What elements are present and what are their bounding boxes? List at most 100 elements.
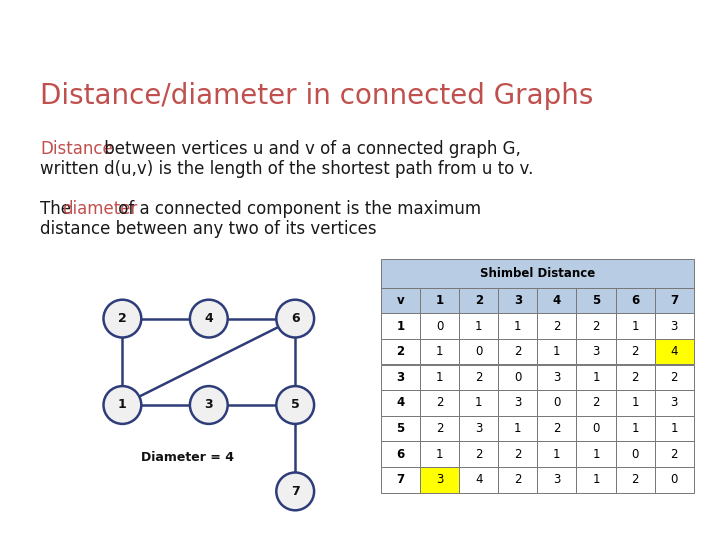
FancyBboxPatch shape xyxy=(537,390,577,416)
FancyBboxPatch shape xyxy=(459,313,498,339)
Text: 2: 2 xyxy=(593,396,600,409)
FancyBboxPatch shape xyxy=(654,339,693,364)
Text: 2: 2 xyxy=(593,320,600,333)
Text: 3: 3 xyxy=(397,371,405,384)
Text: 6: 6 xyxy=(291,312,300,325)
FancyBboxPatch shape xyxy=(498,442,537,467)
Text: 1: 1 xyxy=(593,371,600,384)
FancyBboxPatch shape xyxy=(381,339,420,364)
Text: 2: 2 xyxy=(670,371,678,384)
Text: 1: 1 xyxy=(475,320,482,333)
FancyBboxPatch shape xyxy=(498,339,537,364)
Text: 2: 2 xyxy=(631,371,639,384)
Text: 4: 4 xyxy=(670,345,678,358)
Circle shape xyxy=(190,386,228,424)
Text: 3: 3 xyxy=(593,345,600,358)
FancyBboxPatch shape xyxy=(381,259,693,287)
Text: 4: 4 xyxy=(475,474,482,487)
Text: 2: 2 xyxy=(631,474,639,487)
Text: 3: 3 xyxy=(514,396,521,409)
Text: 6: 6 xyxy=(397,448,405,461)
FancyBboxPatch shape xyxy=(537,416,577,442)
Text: 7: 7 xyxy=(670,294,678,307)
Text: 3: 3 xyxy=(553,371,561,384)
Text: 2: 2 xyxy=(514,448,521,461)
Text: 4: 4 xyxy=(204,312,213,325)
Text: Shimbel Distance: Shimbel Distance xyxy=(480,267,595,280)
Text: 2: 2 xyxy=(553,422,561,435)
FancyBboxPatch shape xyxy=(459,416,498,442)
FancyBboxPatch shape xyxy=(537,364,577,390)
FancyBboxPatch shape xyxy=(577,339,616,364)
Text: 2: 2 xyxy=(514,474,521,487)
FancyBboxPatch shape xyxy=(537,442,577,467)
Circle shape xyxy=(190,300,228,338)
Text: Distance/diameter in connected Graphs: Distance/diameter in connected Graphs xyxy=(40,82,593,110)
FancyBboxPatch shape xyxy=(616,364,654,390)
Text: 0: 0 xyxy=(593,422,600,435)
FancyBboxPatch shape xyxy=(381,313,420,339)
Text: 6: 6 xyxy=(631,294,639,307)
Text: Diameter = 4: Diameter = 4 xyxy=(140,451,234,464)
Text: 3: 3 xyxy=(670,320,678,333)
Text: 5: 5 xyxy=(592,294,600,307)
Text: 2: 2 xyxy=(436,422,444,435)
FancyBboxPatch shape xyxy=(537,467,577,492)
FancyBboxPatch shape xyxy=(616,313,654,339)
FancyBboxPatch shape xyxy=(654,416,693,442)
Circle shape xyxy=(104,300,141,338)
FancyBboxPatch shape xyxy=(381,442,420,467)
Text: 1: 1 xyxy=(436,345,444,358)
FancyBboxPatch shape xyxy=(537,339,577,364)
FancyBboxPatch shape xyxy=(420,442,459,467)
FancyBboxPatch shape xyxy=(498,467,537,492)
Text: diameter: diameter xyxy=(62,200,138,218)
FancyBboxPatch shape xyxy=(577,416,616,442)
FancyBboxPatch shape xyxy=(420,390,459,416)
Text: 3: 3 xyxy=(436,474,444,487)
FancyBboxPatch shape xyxy=(459,287,498,313)
Text: 1: 1 xyxy=(514,422,521,435)
FancyBboxPatch shape xyxy=(381,364,420,390)
Text: Distance: Distance xyxy=(40,140,113,158)
FancyBboxPatch shape xyxy=(498,416,537,442)
Circle shape xyxy=(104,386,141,424)
FancyBboxPatch shape xyxy=(577,467,616,492)
Circle shape xyxy=(276,300,314,338)
FancyBboxPatch shape xyxy=(381,390,420,416)
FancyBboxPatch shape xyxy=(654,287,693,313)
FancyBboxPatch shape xyxy=(420,364,459,390)
Text: 1: 1 xyxy=(631,396,639,409)
Text: 3: 3 xyxy=(553,474,561,487)
FancyBboxPatch shape xyxy=(420,287,459,313)
Text: 2: 2 xyxy=(436,396,444,409)
FancyBboxPatch shape xyxy=(420,339,459,364)
Text: 0: 0 xyxy=(670,474,678,487)
Text: of a connected component is the maximum: of a connected component is the maximum xyxy=(113,200,481,218)
FancyBboxPatch shape xyxy=(654,313,693,339)
FancyBboxPatch shape xyxy=(616,287,654,313)
Text: 2: 2 xyxy=(553,320,561,333)
FancyBboxPatch shape xyxy=(577,313,616,339)
FancyBboxPatch shape xyxy=(498,313,537,339)
Text: 1: 1 xyxy=(436,448,444,461)
FancyBboxPatch shape xyxy=(537,287,577,313)
FancyBboxPatch shape xyxy=(420,313,459,339)
Text: 0: 0 xyxy=(436,320,444,333)
FancyBboxPatch shape xyxy=(577,364,616,390)
Text: 0: 0 xyxy=(514,371,521,384)
FancyBboxPatch shape xyxy=(654,467,693,492)
FancyBboxPatch shape xyxy=(577,442,616,467)
FancyBboxPatch shape xyxy=(498,287,537,313)
FancyBboxPatch shape xyxy=(459,467,498,492)
FancyBboxPatch shape xyxy=(420,467,459,492)
FancyBboxPatch shape xyxy=(459,442,498,467)
Text: 5: 5 xyxy=(397,422,405,435)
Text: between vertices u and v of a connected graph G,: between vertices u and v of a connected … xyxy=(99,140,521,158)
Text: 2: 2 xyxy=(514,345,521,358)
Text: 4: 4 xyxy=(397,396,405,409)
FancyBboxPatch shape xyxy=(459,364,498,390)
Text: 1: 1 xyxy=(436,294,444,307)
Text: 2: 2 xyxy=(397,345,405,358)
Text: 1: 1 xyxy=(670,422,678,435)
